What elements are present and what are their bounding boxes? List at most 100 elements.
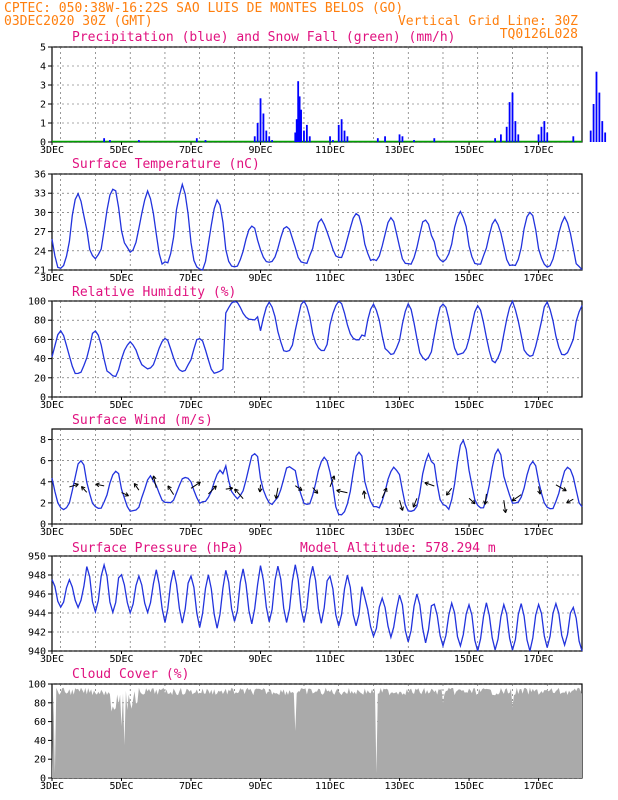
- wind-arrow: [190, 481, 201, 489]
- wind-arrow: [81, 486, 88, 493]
- wind-arrow: [363, 490, 366, 499]
- x-tick-label: 7DEC: [179, 400, 203, 411]
- y-tick-label: 946: [28, 590, 46, 601]
- wind-arrow-head: [336, 488, 341, 494]
- x-tick-label: 9DEC: [248, 273, 272, 284]
- x-tick-label: 11DEC: [315, 273, 345, 284]
- wind-arrow-head: [502, 508, 508, 514]
- wind-arrow: [294, 485, 303, 491]
- precip-bar: [303, 130, 305, 142]
- precip-bar: [508, 102, 511, 142]
- y-tick-label: 1: [40, 119, 46, 130]
- wind-arrow: [381, 487, 388, 499]
- x-tick-label: 15DEC: [454, 781, 484, 792]
- wind-arrow: [503, 500, 507, 513]
- x-tick-label: 13DEC: [384, 273, 414, 284]
- precip-bar: [253, 136, 256, 142]
- y-tick-label: 30: [34, 208, 46, 219]
- y-tick-label: 944: [28, 609, 46, 620]
- wind-arrow-head: [196, 481, 201, 486]
- precip-bar: [505, 126, 508, 142]
- wind-arrow: [121, 492, 129, 497]
- x-tick-label: 17DEC: [524, 527, 554, 538]
- precip-bar: [376, 138, 379, 142]
- wind-arrow: [412, 498, 418, 508]
- y-tick-label: 20: [34, 373, 46, 384]
- y-tick-label: 80: [34, 316, 46, 327]
- y-tick-label: 0: [40, 393, 46, 404]
- precip-bar: [500, 134, 502, 142]
- y-tick-label: 100: [28, 297, 46, 308]
- precip-bar: [401, 136, 404, 142]
- x-tick-label: 9DEC: [248, 400, 272, 411]
- humidity-title: Relative Humidity (%): [72, 285, 236, 300]
- precip-bar: [595, 71, 598, 142]
- panel-5: 940 942 944 946 948 950 3DEC 5DEC 7DEC 9DEC 11DEC 1…: [28, 552, 583, 665]
- precip-bar: [601, 121, 604, 142]
- x-tick-label: 9DEC: [248, 145, 272, 156]
- plot-frame: [51, 555, 583, 652]
- precip-bar: [109, 140, 111, 142]
- y-tick-label: 0: [40, 520, 46, 531]
- wind-arrow: [69, 483, 79, 488]
- precip-bar: [604, 132, 607, 142]
- y-tick-label: 33: [34, 189, 46, 200]
- wind-arrow: [152, 475, 157, 488]
- wind-arrow-head: [95, 482, 100, 488]
- y-tick-label: 4: [40, 62, 46, 73]
- precip-bar: [103, 138, 106, 142]
- x-tick-label: 9DEC: [248, 654, 272, 665]
- precip-bar: [337, 124, 340, 142]
- precip-bar: [195, 138, 198, 142]
- precip-bar: [262, 113, 265, 142]
- plot-frame: [51, 300, 583, 398]
- wind-arrow-head: [313, 489, 319, 494]
- plot-frame: [51, 173, 583, 271]
- plot-frame: [51, 46, 583, 143]
- x-tick-label: 11DEC: [315, 781, 345, 792]
- temperature-title: Surface Temperature (nC): [72, 157, 260, 172]
- y-tick-label: 40: [34, 736, 46, 747]
- x-tick-label: 7DEC: [179, 781, 203, 792]
- x-tick-label: 17DEC: [524, 654, 554, 665]
- x-tick-label: 11DEC: [315, 527, 345, 538]
- wind-arrow-head: [212, 485, 217, 490]
- x-tick-label: 7DEC: [179, 654, 203, 665]
- y-tick-label: 100: [28, 680, 46, 691]
- wind-arrow: [234, 488, 244, 500]
- wind-arrow-head: [298, 486, 303, 491]
- x-tick-label: 7DEC: [179, 145, 203, 156]
- precip-bar: [346, 136, 349, 142]
- x-tick-label: 9DEC: [248, 781, 272, 792]
- temperature-series-line: [51, 181, 583, 271]
- x-tick-label: 15DEC: [454, 400, 484, 411]
- panel-4: 0 2 4 6 8 3DEC 5DEC 7DEC 9DEC 11DEC 13DEC 15DEC 17DE…: [40, 428, 583, 538]
- panel-1: 0 1 2 3 4 5 3DEC 5DEC 7DEC 9DEC 11DEC 13DEC 15DEC 17D…: [40, 43, 607, 156]
- wind-arrow: [538, 486, 541, 495]
- x-tick-label: 9DEC: [248, 527, 272, 538]
- x-tick-label: 5DEC: [109, 654, 133, 665]
- x-tick-label: 5DEC: [109, 781, 133, 792]
- x-tick-label: 7DEC: [179, 527, 203, 538]
- precip-bar: [398, 134, 401, 142]
- precip-bar: [137, 140, 140, 142]
- precip-bar: [572, 136, 575, 142]
- wind-arrow-head: [511, 497, 517, 502]
- y-tick-label: 6: [40, 456, 46, 467]
- precip-title: Precipitation (blue) and Snow Fall (gree…: [72, 30, 456, 45]
- wind-arrow: [225, 487, 233, 490]
- precip-bar: [592, 104, 595, 142]
- wind-arrow: [312, 487, 319, 494]
- x-tick-label: 13DEC: [384, 781, 414, 792]
- y-tick-label: 5: [40, 43, 46, 54]
- wind-arrow-head: [151, 475, 157, 480]
- precip-bar: [204, 140, 207, 142]
- precip-bar: [384, 136, 386, 142]
- precip-bar: [271, 140, 274, 142]
- precip-bar: [268, 136, 271, 142]
- wind-arrow: [484, 493, 487, 505]
- panel-3: 0 20 40 60 80 100 3DEC 5DEC 7DEC 9DEC 11DEC 13DEC 15…: [28, 297, 583, 411]
- x-tick-label: 3DEC: [40, 145, 64, 156]
- x-tick-label: 7DEC: [179, 273, 203, 284]
- wind-arrow-head: [124, 492, 129, 497]
